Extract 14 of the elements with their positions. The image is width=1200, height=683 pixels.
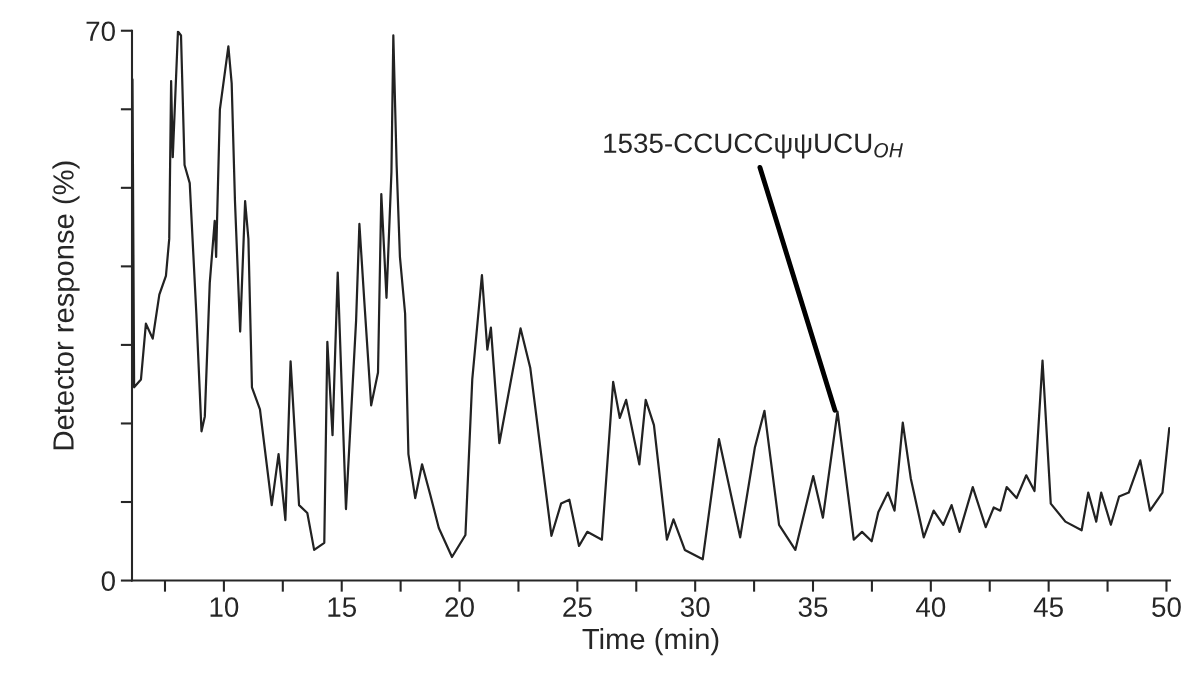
x-tick-label: 15 [328,597,357,617]
annotation: 1535-CCUCCψψUCU$_{OH}$ [604,133,903,159]
y-tick-label: 70 [86,21,115,42]
x-tick-label: 40 [916,597,946,617]
y-axis-title: Detector response (%) [52,161,80,450]
x-axis-title: Time (min) [582,627,719,656]
x-tick-label: 30 [680,597,710,617]
y-tick-label: 0 [101,571,115,591]
x-tick-label: 20 [445,597,474,617]
x-tick-label: 25 [563,597,592,617]
x-tick-label: 50 [1152,597,1181,617]
x-tick-label: 45 [1033,597,1063,617]
x-tick-label: 35 [798,597,828,617]
x-tick-label: 10 [210,597,239,617]
